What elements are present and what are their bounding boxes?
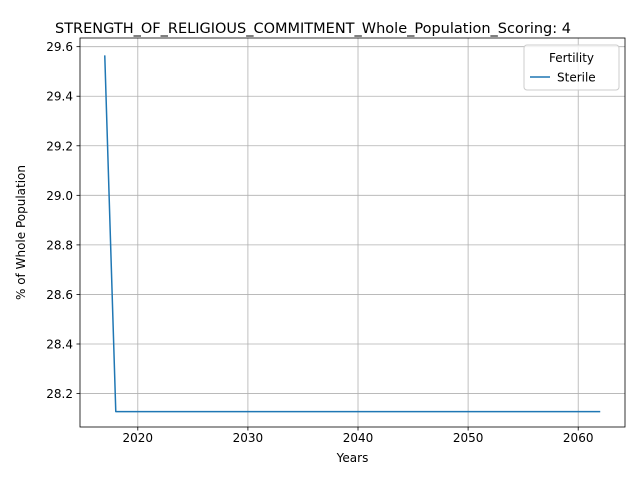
y-axis-ticks: 28.2 28.4 28.6 28.8 29.0 29.2 29.4 29.6: [46, 40, 80, 401]
x-tick-label-2040: 2040: [343, 431, 374, 445]
legend-title: Fertility: [549, 51, 594, 65]
x-tick-label-2020: 2020: [123, 431, 154, 445]
grid-lines: [80, 38, 625, 427]
y-tick-label-28.2: 28.2: [46, 387, 73, 401]
chart-title: STRENGTH_OF_RELIGIOUS_COMMITMENT_Whole_P…: [55, 21, 571, 37]
x-tick-label-2050: 2050: [453, 431, 484, 445]
x-tick-label-2060: 2060: [563, 431, 594, 445]
y-tick-label-28.8: 28.8: [46, 238, 73, 252]
y-tick-label-28.4: 28.4: [46, 337, 73, 351]
plot-frame: [79, 37, 626, 428]
y-axis-label: % of Whole Population: [14, 165, 28, 300]
legend: Fertility Sterile: [523, 44, 620, 91]
y-tick-label-28.6: 28.6: [46, 288, 73, 302]
x-axis-label: Years: [336, 451, 369, 465]
series-layer: [104, 55, 601, 413]
y-tick-label-29.4: 29.4: [46, 90, 73, 104]
y-tick-label-29.0: 29.0: [46, 189, 73, 203]
legend-label-sterile: Sterile: [557, 71, 596, 85]
series-line-sterile: [104, 55, 601, 413]
x-tick-label-2030: 2030: [233, 431, 264, 445]
legend-box: [523, 44, 620, 91]
y-tick-label-29.2: 29.2: [46, 139, 73, 153]
x-axis-ticks: 2020 2030 2040 2050 2060: [123, 427, 594, 445]
y-tick-label-29.6: 29.6: [46, 40, 73, 54]
